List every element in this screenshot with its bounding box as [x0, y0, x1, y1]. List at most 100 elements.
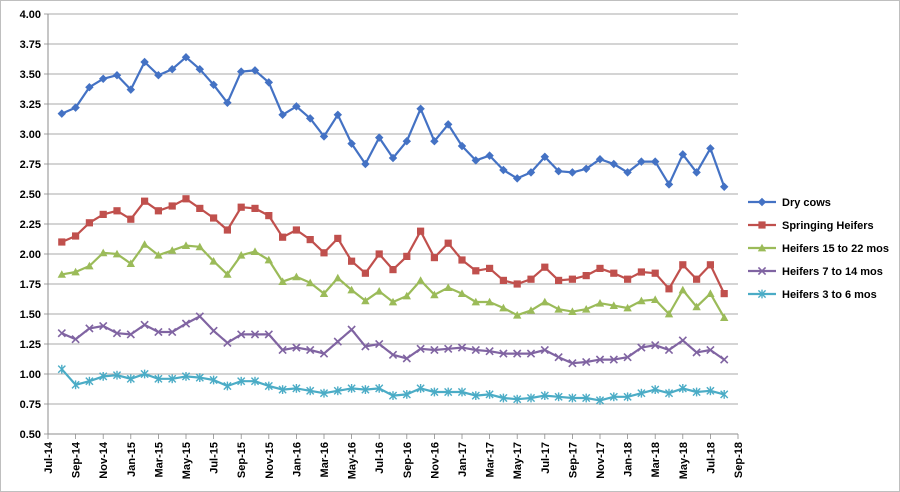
data-point — [513, 280, 521, 288]
data-point — [195, 312, 204, 321]
data-point — [388, 350, 398, 359]
data-point — [292, 226, 300, 234]
data-point — [678, 336, 687, 345]
data-point — [499, 349, 508, 358]
data-point — [278, 277, 287, 285]
data-point — [140, 240, 149, 248]
x-tick-label: Nov-15 — [264, 442, 276, 479]
data-point — [154, 374, 163, 384]
series-5 — [57, 364, 729, 405]
data-point — [98, 74, 108, 84]
data-point — [486, 264, 494, 272]
data-point — [223, 381, 232, 391]
data-point — [99, 248, 108, 257]
data-point — [595, 396, 605, 405]
data-point — [195, 373, 204, 382]
data-point — [706, 261, 714, 269]
x-tick-label: May-17 — [512, 442, 524, 479]
data-point — [71, 103, 80, 112]
data-point — [347, 325, 356, 334]
data-point — [333, 337, 342, 346]
data-point — [85, 261, 94, 270]
data-point — [403, 252, 411, 260]
data-point — [140, 57, 149, 67]
data-point — [637, 343, 646, 352]
data-point — [416, 104, 425, 114]
data-point — [154, 207, 162, 215]
data-point — [306, 278, 315, 287]
data-point — [375, 384, 384, 393]
data-point — [596, 264, 604, 272]
data-point — [720, 290, 728, 298]
data-point — [568, 275, 576, 283]
data-point — [417, 227, 425, 235]
x-tick-label: Nov-14 — [98, 441, 110, 479]
data-point — [375, 250, 383, 258]
data-point — [347, 139, 356, 148]
data-point — [388, 153, 398, 163]
data-point — [85, 219, 93, 227]
legend: Dry cows Springing Heifers Heifers 15 to 2… — [748, 197, 889, 301]
data-point — [568, 307, 577, 315]
data-point — [319, 289, 329, 297]
data-point — [223, 98, 232, 108]
data-point — [637, 268, 645, 276]
data-point — [375, 339, 384, 349]
data-point — [250, 330, 260, 339]
data-point — [182, 195, 190, 203]
data-point — [112, 70, 122, 80]
data-point — [540, 297, 549, 306]
data-point — [250, 376, 260, 386]
data-point — [209, 375, 218, 385]
data-point — [527, 275, 535, 283]
data-point — [140, 369, 149, 379]
data-point — [568, 168, 577, 177]
data-point — [292, 343, 301, 352]
data-point — [443, 120, 453, 129]
data-point — [334, 234, 342, 242]
data-point — [472, 267, 480, 275]
data-point — [485, 390, 494, 399]
data-point — [347, 285, 356, 294]
data-point — [140, 320, 149, 329]
data-point — [402, 390, 411, 399]
x-tick-label: Jul-16 — [374, 442, 386, 474]
data-point — [540, 345, 549, 355]
y-tick-label: 3.00 — [20, 129, 41, 141]
data-point — [181, 241, 191, 249]
y-tick-label: 1.75 — [20, 279, 41, 291]
data-point — [526, 349, 536, 358]
data-point — [595, 299, 605, 307]
data-point — [71, 267, 80, 276]
data-point — [430, 136, 439, 146]
x-tick-label: Nov-16 — [429, 442, 441, 479]
data-point — [679, 261, 687, 269]
series-2 — [58, 195, 728, 298]
data-point — [582, 393, 591, 403]
data-point — [181, 319, 191, 328]
x-tick-label: Jul-17 — [540, 442, 552, 474]
data-point — [609, 355, 618, 364]
data-point — [526, 306, 536, 314]
data-point — [471, 345, 480, 355]
data-point — [541, 263, 549, 271]
data-point — [430, 254, 438, 262]
data-point — [264, 330, 273, 339]
legend-label: Heifers 15 to 22 mos — [782, 243, 889, 255]
data-point — [665, 285, 673, 293]
y-tick-label: 1.00 — [20, 369, 41, 381]
data-point — [664, 180, 674, 189]
data-point — [624, 275, 632, 283]
data-point — [57, 329, 66, 338]
data-point — [485, 297, 494, 306]
x-tick-label: Sep-16 — [402, 442, 414, 478]
data-point — [512, 174, 522, 183]
data-point — [458, 256, 466, 264]
data-point — [499, 276, 507, 284]
data-point — [292, 102, 301, 111]
data-point — [72, 232, 80, 240]
data-point — [279, 233, 287, 241]
data-point — [168, 374, 177, 384]
data-point — [361, 342, 370, 351]
